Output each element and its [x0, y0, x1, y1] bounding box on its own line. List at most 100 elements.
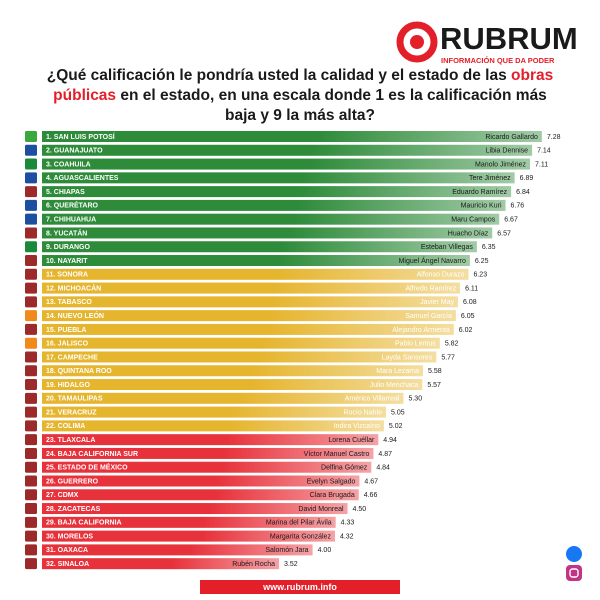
- party-icon: [25, 475, 37, 487]
- category-label: 29. BAJA CALIFORNIA: [46, 520, 122, 527]
- logo-ring: [396, 21, 438, 63]
- governor-label: Pablo Lemus: [395, 341, 436, 348]
- party-icon: [25, 516, 37, 528]
- party-icon: [25, 268, 37, 280]
- category-label: 8. YUCATÁN: [46, 228, 87, 237]
- governor-label: Marina del Pilar Ávila: [266, 518, 332, 527]
- governor-label: Evelyn Salgado: [307, 478, 356, 485]
- brand: RUBRUM: [440, 21, 578, 56]
- governor-label: Alfredo Ramírez: [406, 285, 457, 292]
- value-label: 4.87: [378, 451, 392, 458]
- category-label: 24. BAJA CALIFORNIA SUR: [46, 451, 138, 458]
- value-label: 6.76: [511, 203, 525, 210]
- bar: [42, 530, 335, 542]
- party-icon: [25, 172, 37, 184]
- value-label: 6.23: [473, 272, 487, 279]
- bar: [42, 420, 384, 432]
- value-label: 7.28: [547, 134, 561, 141]
- category-label: 13. TABASCO: [46, 299, 92, 306]
- party-icon: [25, 131, 37, 142]
- governor-label: Víctor Manuel Castro: [304, 451, 370, 458]
- governor-label: Tere Jiménez: [469, 175, 511, 182]
- party-icon: [25, 379, 37, 391]
- value-label: 5.57: [427, 382, 441, 389]
- bar: [42, 268, 469, 280]
- bar: [42, 379, 423, 391]
- governor-label: Julio Menchaca: [370, 382, 419, 389]
- category-label: 3. COAHUILA: [46, 161, 91, 168]
- value-label: 6.25: [475, 258, 489, 265]
- governor-label: Manolo Jiménez: [475, 161, 526, 168]
- governor-label: Javier May: [420, 299, 454, 306]
- governor-label: Libia Dennise: [486, 148, 529, 155]
- footer-url: www.rubrum.info: [262, 582, 337, 592]
- value-label: 4.66: [364, 492, 378, 499]
- value-label: 7.14: [537, 148, 551, 155]
- instagram-glyph: [569, 568, 579, 578]
- governor-label: Delfina Gómez: [321, 465, 368, 472]
- party-icon: [25, 503, 37, 515]
- governor-label: Mauricio Kuri: [461, 203, 502, 210]
- governor-label: Maru Campos: [451, 217, 495, 224]
- category-label: 4. AGUASCALIENTES: [46, 175, 119, 182]
- value-label: 4.33: [341, 520, 355, 527]
- instagram-icon: [566, 565, 582, 581]
- bar: [42, 186, 512, 198]
- bar: [42, 392, 404, 404]
- footer-band: [200, 580, 400, 594]
- category-label: 20. TAMAULIPAS: [46, 396, 103, 403]
- category-label: 1. SAN LUIS POTOSÍ: [46, 132, 116, 141]
- governor-label: Lorena Cuéllar: [328, 437, 375, 444]
- bar: [42, 310, 456, 322]
- category-label: 2. GUANAJUATO: [46, 148, 103, 155]
- bar: [42, 296, 458, 308]
- value-label: 5.02: [389, 423, 403, 430]
- facebook-icon: [566, 546, 582, 562]
- governor-label: Ricardo Gallardo: [485, 134, 538, 141]
- value-label: 6.84: [516, 189, 530, 196]
- title-part: ¿Qué calificación le pondría usted la ca…: [46, 67, 507, 84]
- governor-label: Salomón Jara: [265, 547, 308, 554]
- bar: [42, 489, 359, 501]
- party-icon: [25, 323, 37, 335]
- party-icon: [25, 530, 37, 542]
- bar: [42, 406, 386, 418]
- category-label: 17. CAMPECHE: [46, 354, 98, 361]
- category-label: 14. NUEVO LEÓN: [46, 311, 104, 320]
- category-label: 19. HIDALGO: [46, 382, 91, 389]
- party-icon: [25, 392, 37, 404]
- bar: [42, 461, 372, 473]
- party-icon: [25, 282, 37, 294]
- bar: [42, 434, 379, 446]
- party-icon: [25, 199, 37, 211]
- category-label: 6. QUERÉTARO: [46, 201, 99, 210]
- chart-title: ¿Qué calificación le pondría usted la ca…: [40, 66, 560, 126]
- bar: [42, 337, 440, 349]
- governor-label: Indira Vizcaíno: [334, 423, 380, 430]
- category-label: 32. SINALOA: [46, 561, 89, 568]
- title-part: en el estado, en una escala donde 1 es l…: [120, 87, 547, 124]
- value-label: 4.00: [318, 547, 332, 554]
- category-label: 30. MORELOS: [46, 533, 93, 540]
- party-icon: [25, 365, 37, 377]
- governor-label: Huacho Díaz: [448, 230, 489, 237]
- party-icon: [25, 213, 37, 225]
- party-icon: [25, 406, 37, 418]
- bar: [42, 323, 454, 335]
- bar: [42, 475, 360, 487]
- party-icon: [25, 255, 37, 267]
- value-label: 6.05: [461, 313, 475, 320]
- category-label: 27. CDMX: [46, 492, 79, 499]
- party-icon: [25, 296, 37, 308]
- party-icon: [25, 241, 37, 253]
- governor-label: Rubén Rocha: [232, 561, 275, 568]
- governor-label: Clara Brugada: [310, 492, 355, 499]
- value-label: 7.11: [535, 161, 548, 168]
- category-label: 12. MICHOACÁN: [46, 283, 101, 292]
- governor-label: Layda Sansores: [382, 354, 433, 361]
- value-label: 4.94: [383, 437, 397, 444]
- bar: [42, 544, 313, 556]
- party-icon: [25, 158, 37, 170]
- governor-label: Alfonso Durazo: [417, 272, 465, 279]
